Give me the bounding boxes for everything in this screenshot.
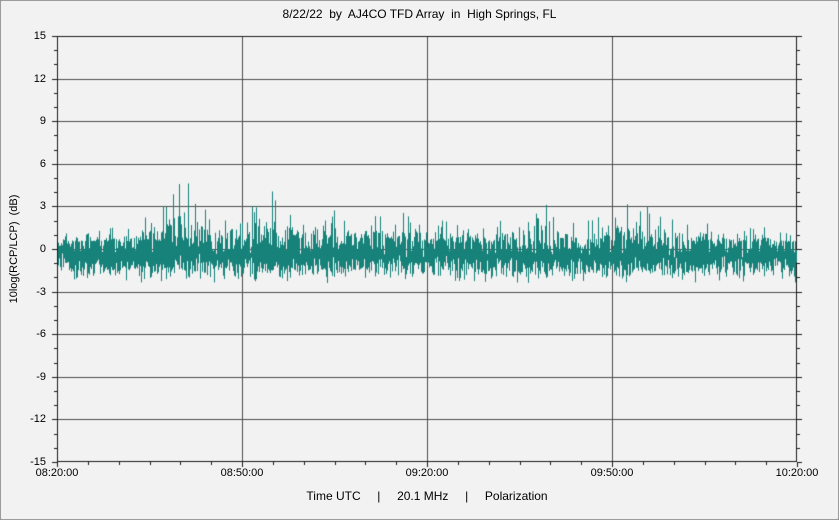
x-tick-label: 10:20:00 [775,467,819,479]
x-tick-label: 08:50:00 [220,467,264,479]
y-tick-label: -9 [36,370,46,383]
y-tick-label: 3 [39,200,46,213]
y-tick-label: -6 [36,328,46,341]
x-axis-caption: Time UTC | 20.1 MHz | Polarization [306,489,548,503]
y-tick-label: 12 [33,72,46,85]
x-tick-label: 09:50:00 [590,467,634,479]
y-tick-label: 0 [39,243,46,255]
y-tick-label: -12 [30,413,46,426]
y-tick-label: -15 [30,456,46,468]
y-tick-label: 15 [33,30,46,42]
y-tick-label: -3 [36,285,46,298]
y-tick-label: 6 [39,157,46,170]
y-tick-label: 9 [39,115,46,128]
x-tick-label: 09:20:00 [405,467,449,479]
chart-title: 8/22/22 by AJ4CO TFD Array in High Sprin… [282,7,557,21]
x-tick-label: 08:20:00 [35,467,79,479]
